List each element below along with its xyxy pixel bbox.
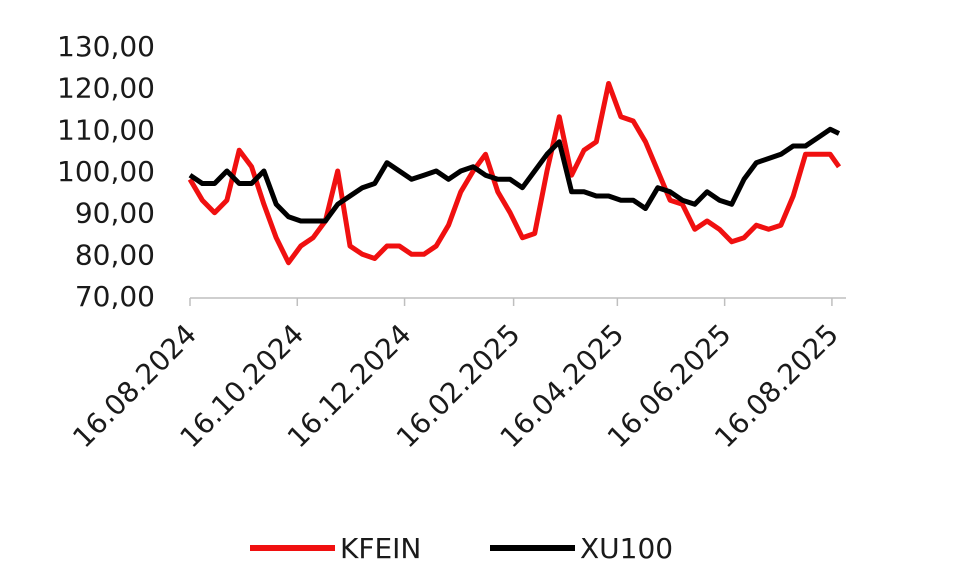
- y-tick-label: 110,00: [57, 113, 155, 146]
- series-line: [188, 126, 841, 224]
- y-tick-label: 100,00: [57, 155, 155, 188]
- series-line: [187, 81, 842, 266]
- legend-label: KFEIN: [340, 532, 421, 565]
- y-tick-label: 90,00: [75, 197, 155, 230]
- y-tick-label: 80,00: [75, 238, 155, 271]
- y-tick-label: 120,00: [57, 72, 155, 105]
- y-tick-label: 130,00: [57, 30, 155, 63]
- legend-label: XU100: [580, 532, 673, 565]
- y-tick-label: 70,00: [75, 280, 155, 313]
